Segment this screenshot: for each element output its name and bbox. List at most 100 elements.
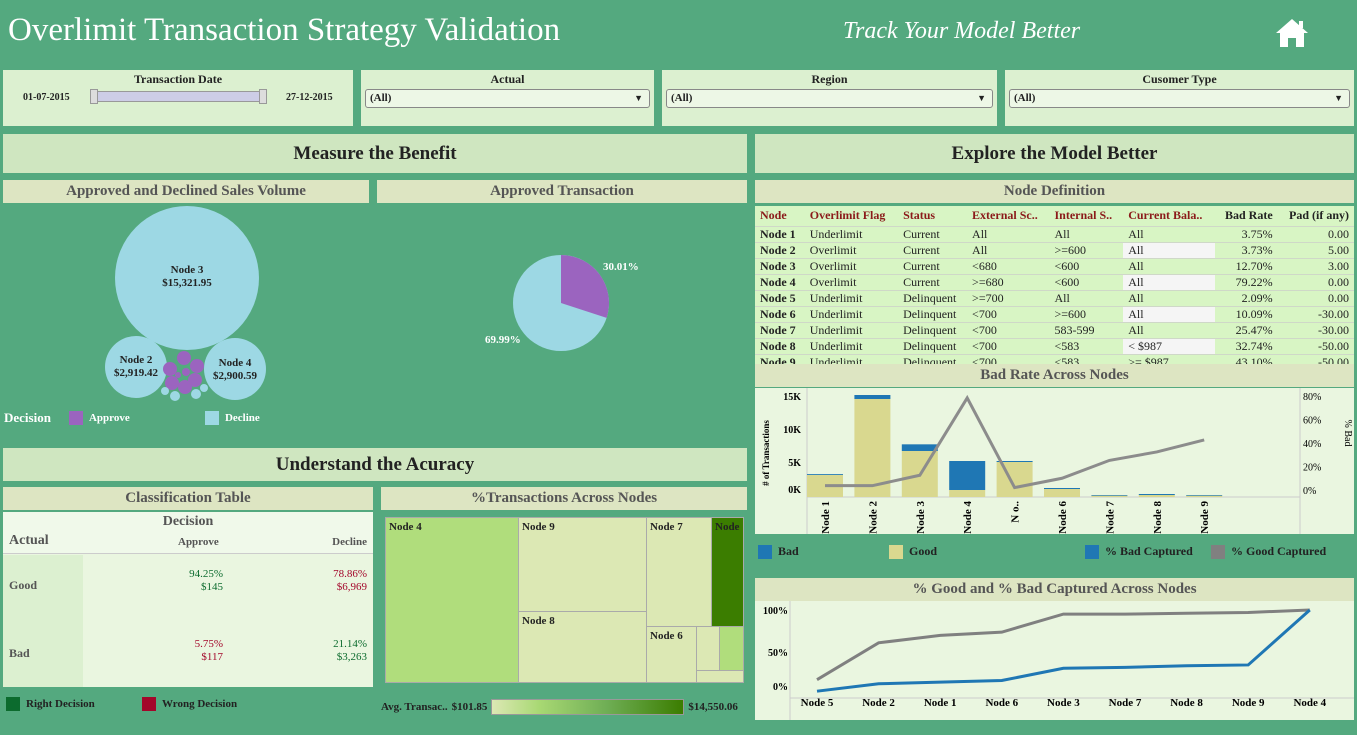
treemap-node-9[interactable]: Node 9 [518, 517, 647, 612]
legend-wrong-decision: Wrong Decision [162, 698, 238, 710]
bar-bad [901, 444, 938, 451]
treemap-node-small[interactable] [696, 670, 744, 683]
avg-transaction-min: $101.85 [451, 701, 488, 713]
x-tick-label: Node 5 [801, 697, 834, 709]
actual-value: (All) [370, 92, 392, 104]
table-cell: Node 5 [755, 290, 805, 307]
treemap-node-dark[interactable]: Node [711, 517, 744, 627]
decline-legend-label: Decline [224, 412, 260, 424]
good-approve-amt: $145 [201, 581, 223, 593]
section-measure-benefit: Measure the Benefit [3, 134, 747, 173]
avg-transaction-max: $14,550.06 [688, 701, 738, 713]
approve-bubbles [163, 351, 204, 394]
table-cell: Underlimit [804, 306, 899, 323]
legend-right-decision: Right Decision [26, 698, 95, 710]
column-header[interactable]: Overlimit Flag [804, 206, 899, 227]
treemap-node-small[interactable] [696, 626, 720, 671]
customer-type-filter-label: Cusomer Type [1142, 72, 1217, 86]
table-cell: Node 6 [755, 306, 805, 323]
table-cell: All [1049, 290, 1124, 307]
bubble-node-3[interactable] [115, 206, 259, 350]
table-cell: Current [898, 242, 968, 259]
y-tick-label: 100% [763, 606, 788, 617]
column-header[interactable]: Current Bala.. [1123, 206, 1215, 227]
treemap-node-8[interactable]: Node 8 [518, 611, 647, 683]
bar-good [996, 462, 1033, 497]
table-row: Node 7 Underlimit Delinquent <700 583-599 All… [755, 322, 1354, 339]
dropdown-arrow-icon: ▼ [634, 93, 643, 103]
classification-table-title: Classification Table [3, 487, 373, 510]
legend-good-captured: % Good Captured [1231, 544, 1327, 558]
table-row: Node 1 Underlimit Current All All All 3.75% 0.0… [755, 226, 1354, 243]
dropdown-arrow-icon: ▼ [1334, 93, 1343, 103]
table-cell: All [1123, 322, 1215, 339]
table-cell: Underlimit [804, 322, 899, 339]
good-captured-swatch [1211, 544, 1225, 559]
home-icon[interactable] [1275, 18, 1309, 48]
treemap-node-6[interactable]: Node 6 [646, 626, 697, 683]
column-header[interactable]: Pad (if any) [1277, 206, 1354, 227]
table-cell: 25.47% [1214, 322, 1278, 339]
slider-handle-start[interactable] [90, 89, 98, 104]
table-cell: 583-599 [1049, 322, 1124, 339]
section-understand-accuracy: Understand the Acuracy [3, 448, 747, 481]
actual-select[interactable]: (All) ▼ [365, 89, 650, 108]
pie-slice-approve[interactable] [561, 255, 609, 318]
date-filter-label: Transaction Date [133, 72, 223, 86]
table-cell: 3.75% [1214, 226, 1278, 243]
row-good-label: Good [9, 578, 38, 592]
column-header[interactable]: Bad Rate [1214, 206, 1278, 227]
good-approve-pct: 94.25% [189, 568, 223, 580]
decision-header: Decision [162, 514, 214, 529]
column-header[interactable]: External Sc.. [967, 206, 1050, 227]
bar-good [1138, 495, 1175, 497]
treemap-node-small[interactable] [719, 626, 744, 671]
column-header[interactable]: Status [898, 206, 968, 227]
x-tick-label: Node 8 [1170, 697, 1203, 709]
bar-good [1044, 489, 1080, 497]
table-cell: 79.22% [1214, 274, 1278, 291]
bar-good [854, 399, 891, 497]
bar-bad [996, 461, 1033, 462]
table-cell: Underlimit [804, 338, 899, 355]
column-header[interactable]: Node [755, 206, 805, 227]
treemap-node-7[interactable]: Node 7 [646, 517, 712, 627]
x-tick-label: Node 1 [820, 501, 832, 534]
y-axis-label: # of Transactions [761, 420, 771, 486]
table-cell: 12.70% [1214, 258, 1278, 275]
table-cell: Node 3 [755, 258, 805, 275]
decision-legend-title: Decision [4, 410, 51, 425]
table-cell: -30.00 [1277, 306, 1354, 323]
bubble-value: $15,321.95 [162, 277, 212, 289]
treemap-node-4[interactable]: Node 4 [385, 517, 519, 683]
captured-chart-title: % Good and % Bad Captured Across Nodes [755, 578, 1354, 601]
bar-bad [949, 461, 986, 490]
bubble-node-2[interactable] [105, 336, 167, 398]
bad-captured-swatch [1085, 544, 1099, 559]
wrong-decision-swatch [142, 697, 156, 711]
decline-header: Decline [332, 536, 367, 548]
bad-decline-amt: $3,263 [336, 651, 367, 663]
y-tick-label: 0% [773, 682, 788, 693]
region-select[interactable]: (All) ▼ [666, 89, 993, 108]
decline-swatch [204, 411, 219, 425]
bubble-value: $2,900.59 [213, 370, 257, 382]
y-tick-label: 5K [788, 458, 801, 469]
date-range-slider[interactable] [90, 89, 267, 104]
bubble-node-4[interactable] [204, 338, 266, 400]
table-cell: 2.09% [1214, 290, 1278, 307]
y-tick-label: 0K [788, 485, 801, 496]
table-cell: Current [898, 274, 968, 291]
table-cell: All [1123, 306, 1215, 323]
slider-handle-end[interactable] [259, 89, 267, 104]
customer-type-select[interactable]: (All) ▼ [1009, 89, 1350, 108]
column-header[interactable]: Internal S.. [1049, 206, 1124, 227]
bad-rate-chart: 15K 10K 5K 0K 80% 60% 40% 20% 0% # of Transaction… [761, 388, 1353, 534]
decision-legend: Decision Approve Decline [4, 410, 260, 426]
bubble-label: Node 4 [218, 357, 252, 369]
table-cell: 3.73% [1214, 242, 1278, 259]
y-right-axis-label: % Bad [1342, 420, 1353, 447]
bar-bad [807, 474, 843, 475]
region-filter: Region (All) ▼ [662, 70, 997, 126]
y-tick-label: 10K [783, 425, 801, 436]
